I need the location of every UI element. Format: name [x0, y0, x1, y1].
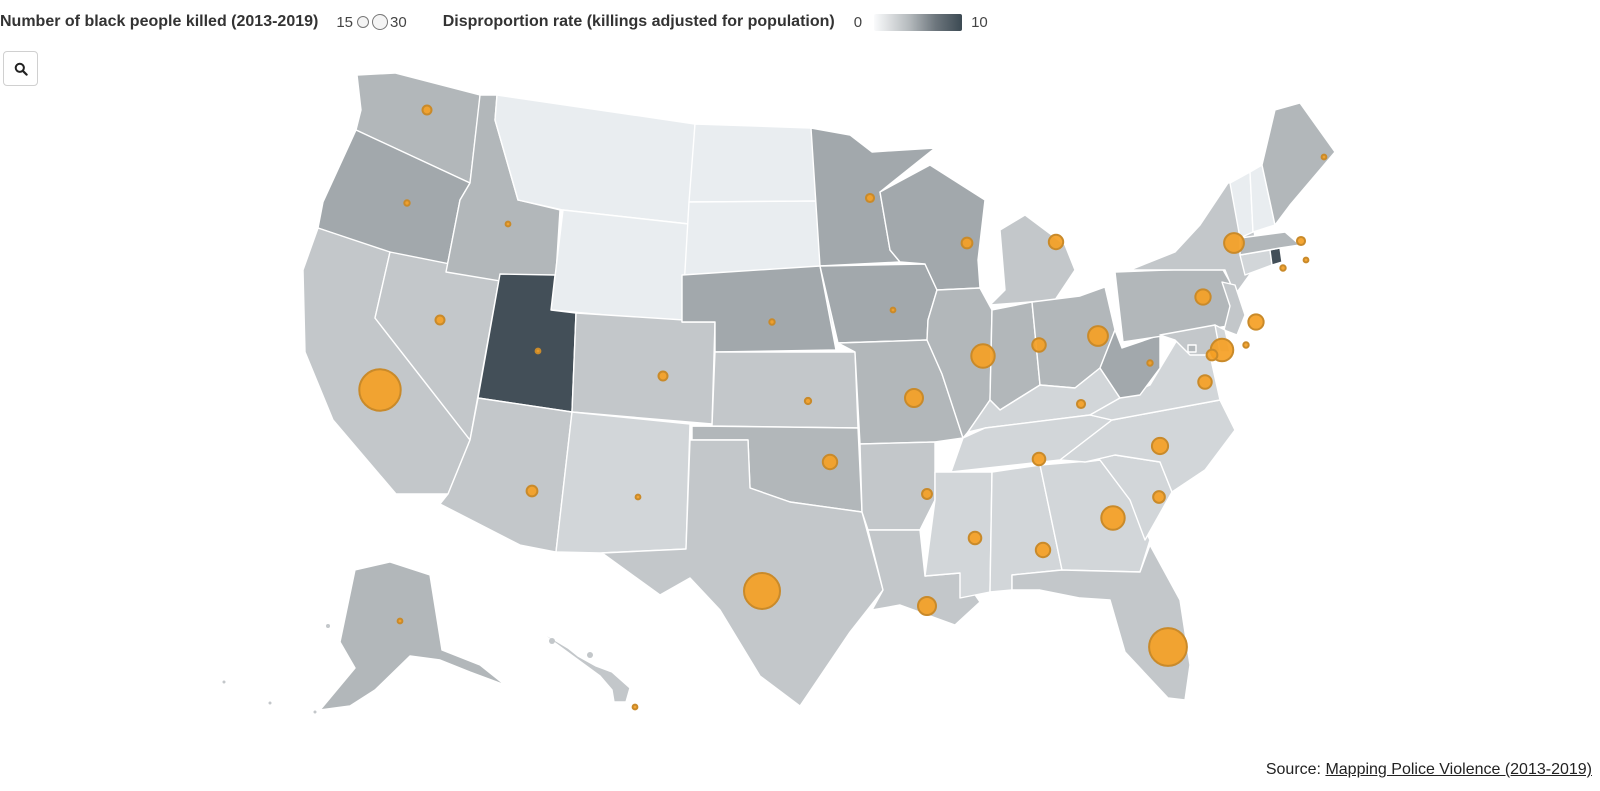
source-line: Source: Mapping Police Violence (2013-20… [1266, 761, 1592, 779]
state-wy[interactable] [550, 209, 690, 323]
bubble-ct[interactable] [1279, 264, 1287, 272]
bubble-ak[interactable] [396, 617, 404, 625]
state-wv[interactable] [1099, 329, 1161, 399]
bubble-ks[interactable] [803, 396, 813, 406]
bubble-ms[interactable] [967, 530, 983, 546]
state-nd[interactable] [688, 123, 822, 203]
size-legend-title: Number of black people killed (2013-2019… [0, 13, 319, 30]
size-legend-min: 15 [336, 13, 354, 31]
island-2 [268, 701, 272, 705]
bubble-id[interactable] [504, 220, 512, 228]
bubble-az[interactable] [525, 484, 539, 498]
bubble-ne[interactable] [768, 318, 776, 326]
bubble-va[interactable] [1197, 374, 1213, 390]
state-ks[interactable] [711, 351, 859, 429]
legend: Number of black people killed (2013-2019… [0, 10, 988, 34]
size-legend-large-circle [372, 14, 389, 30]
bubble-hi[interactable] [631, 703, 639, 711]
state-mi[interactable] [989, 214, 1076, 306]
color-legend-min: 0 [853, 13, 863, 31]
state-ak[interactable] [319, 561, 506, 711]
search-button[interactable] [3, 51, 38, 86]
bubble-ga[interactable] [1100, 505, 1126, 531]
state-me[interactable] [1261, 102, 1336, 226]
island-3 [313, 710, 317, 714]
color-legend-max: 10 [971, 13, 988, 31]
state-fl[interactable] [1011, 544, 1191, 701]
bubble-ia[interactable] [889, 306, 897, 314]
state-co[interactable] [571, 312, 716, 425]
bubble-dc[interactable] [1205, 348, 1219, 362]
bubble-wv[interactable] [1146, 359, 1154, 367]
color-legend-gradient [874, 13, 963, 31]
state-ia[interactable] [819, 263, 938, 344]
state-tx[interactable] [601, 439, 884, 707]
bubble-de[interactable] [1242, 341, 1250, 349]
bubble-tn[interactable] [1031, 451, 1047, 467]
bubble-sc[interactable] [1152, 490, 1166, 504]
state-dc[interactable] [1187, 344, 1197, 353]
bubble-mn[interactable] [864, 192, 876, 204]
source-link[interactable]: Mapping Police Violence (2013-2019) [1325, 761, 1592, 778]
island-5 [587, 652, 593, 658]
bubbles-layer [358, 104, 1328, 711]
bubble-ny[interactable] [1223, 232, 1245, 254]
search-icon [14, 62, 28, 76]
state-nm[interactable] [555, 411, 691, 554]
island-1 [222, 680, 226, 684]
bubble-ma[interactable] [1295, 235, 1307, 247]
bubble-al[interactable] [1034, 541, 1052, 559]
size-legend-small-circle [357, 16, 370, 28]
state-ma[interactable] [1239, 231, 1301, 256]
size-legend-max: 30 [390, 13, 407, 31]
state-hi[interactable] [539, 631, 631, 703]
bubble-ri[interactable] [1302, 256, 1310, 264]
color-legend-title: Disproportion rate (killings adjusted fo… [442, 13, 835, 30]
bubble-fl[interactable] [1148, 627, 1188, 667]
island-4 [549, 638, 555, 644]
bubble-me[interactable] [1320, 153, 1328, 161]
state-nj[interactable] [1221, 281, 1246, 336]
bubble-ok[interactable] [821, 453, 839, 471]
bubble-or[interactable] [403, 199, 411, 207]
bubble-co[interactable] [657, 370, 669, 382]
bubble-ut[interactable] [534, 347, 542, 355]
state-la[interactable] [867, 529, 981, 626]
bubble-in[interactable] [1031, 337, 1047, 353]
bubble-mo[interactable] [904, 388, 924, 408]
state-il[interactable] [926, 287, 993, 439]
bubble-nv[interactable] [434, 314, 446, 326]
state-ri[interactable] [1269, 247, 1283, 266]
bubble-tx[interactable] [743, 572, 781, 610]
bubble-wi[interactable] [960, 236, 974, 250]
states-layer [222, 72, 1336, 714]
bubble-nc[interactable] [1150, 436, 1170, 456]
bubble-ca[interactable] [358, 368, 402, 412]
bubble-ar[interactable] [921, 488, 933, 500]
bubble-pa[interactable] [1194, 288, 1212, 306]
bubble-wa[interactable] [421, 104, 433, 116]
island-0 [326, 624, 330, 628]
bubble-nj[interactable] [1247, 313, 1265, 331]
bubble-ky[interactable] [1075, 398, 1087, 410]
bubble-il[interactable] [970, 343, 996, 369]
bubble-nm[interactable] [634, 493, 642, 501]
source-prefix: Source: [1265, 761, 1326, 778]
bubble-mi[interactable] [1047, 233, 1065, 251]
state-ar[interactable] [859, 441, 936, 531]
bubble-la[interactable] [917, 596, 937, 616]
bubble-oh[interactable] [1087, 325, 1109, 347]
